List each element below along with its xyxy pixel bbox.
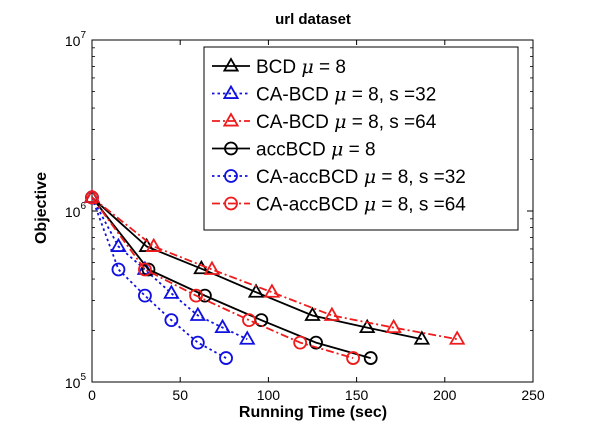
legend-label: CA-BCD μ = 8, s =64 [256,111,437,133]
legend-marker [222,57,240,72]
data-point [145,237,162,252]
data-point [111,262,126,277]
legend-marker [224,196,238,211]
data-point [242,313,256,328]
data-point [203,260,221,275]
data-point [413,330,431,345]
data-point [293,335,308,350]
data-point [138,288,152,303]
data-point [309,335,323,350]
data-point [304,306,321,321]
x-tick-label: 150 [345,387,369,403]
legend-label: CA-accBCD μ = 8, s =64 [256,194,466,216]
data-point [448,330,466,345]
data-point [197,288,212,303]
x-tick-label: 250 [521,387,545,403]
data-point [247,283,265,298]
x-tick-label: 0 [88,387,96,403]
legend: BCD μ = 8 CA-BCD μ = 8, s =32 CA-BCD μ = 8… [203,46,519,231]
y-tick-label: 106 [65,201,87,220]
legend-entry: CA-BCD μ = 8, s =32 [212,84,436,106]
legend-entry: BCD μ = 8 [212,56,346,78]
data-point [138,262,152,277]
data-point [189,306,207,321]
data-point [85,190,99,205]
x-tick-label: 100 [257,387,281,403]
series-3 [83,188,466,345]
series-line [91,197,248,340]
legend-entry: CA-accBCD μ = 8, s =32 [212,166,466,188]
data-point [163,284,180,299]
series-5 [85,190,233,365]
y-tick-label: 107 [65,30,87,49]
data-point [358,318,376,334]
legend-label: CA-BCD μ = 8, s =32 [256,84,436,106]
legend-marker [224,169,238,183]
plot-area: 0 50 100 150 200 250 105 106 107 [65,30,545,403]
x-axis-label: Running Time (sec) [239,404,387,421]
y-axis-label: Objective [33,172,50,244]
series-line [91,196,371,359]
legend-label: BCD μ = 8 [256,56,346,78]
data-point [214,318,231,334]
data-point [263,283,281,298]
legend-marker [222,84,240,99]
series-6 [85,190,360,365]
x-tick-label: 200 [433,387,457,403]
legend-entry: accBCD μ = 8 [212,139,376,161]
data-point [323,306,341,321]
data-point [219,351,233,365]
legend-entry: CA-BCD μ = 8, s =64 [212,111,437,133]
data-point [239,330,256,345]
legend-marker [222,112,240,127]
data-point [190,335,205,350]
series-line [91,196,423,341]
data-point [385,318,402,334]
legend-label: CA-accBCD μ = 8, s =32 [256,166,466,188]
data-point [164,313,179,328]
series-line [91,196,458,341]
legend-marker [224,141,238,156]
legend-label: accBCD μ = 8 [256,139,376,161]
y-tick-label: 105 [65,372,87,391]
legend-entry: CA-accBCD μ = 8, s =64 [212,194,466,216]
chart-title: url dataset [275,11,351,28]
data-point [83,188,101,203]
legend-box [203,46,519,231]
data-point [363,351,378,365]
data-point [141,262,156,277]
x-tick-label: 50 [172,387,188,403]
data-point [189,288,203,303]
data-point [346,351,360,365]
data-point [110,237,127,252]
